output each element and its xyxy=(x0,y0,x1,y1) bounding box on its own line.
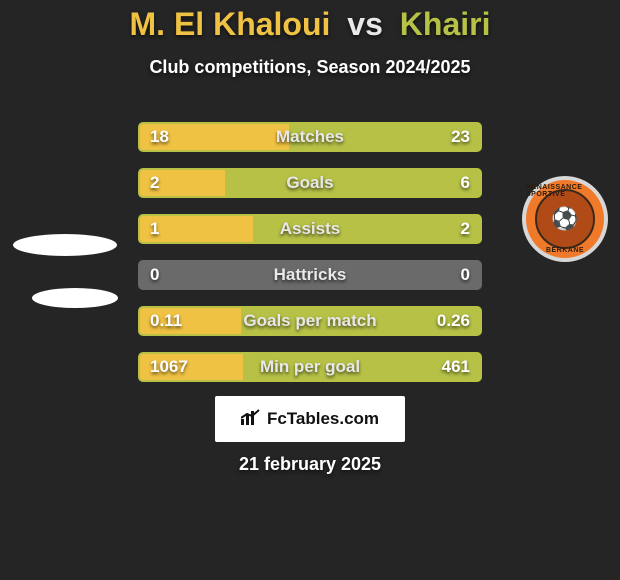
player1-name: M. El Khaloui xyxy=(130,6,331,42)
comparison-card: M. El Khaloui vs Khairi Club competition… xyxy=(0,0,620,580)
player2-name: Khairi xyxy=(400,6,491,42)
stat-label: Assists xyxy=(140,216,480,242)
stat-label: Goals xyxy=(140,170,480,196)
stat-row: 12Assists xyxy=(138,214,482,244)
brand-pill: FcTables.com xyxy=(215,396,405,442)
stat-row: 1067461Min per goal xyxy=(138,352,482,382)
brand-text: FcTables.com xyxy=(267,409,379,429)
title: M. El Khaloui vs Khairi xyxy=(0,0,620,43)
comparison-bars: 1823Matches 26Goals 12Assists 00Hattricks 0.… xyxy=(138,122,482,398)
crest-inner: ⚽ xyxy=(535,189,595,249)
stat-row: 26Goals xyxy=(138,168,482,198)
stat-label: Hattricks xyxy=(140,262,480,288)
crest-text-top: RENAISSANCE SPORTIVE xyxy=(526,184,604,198)
date-label: 21 february 2025 xyxy=(0,454,620,475)
stat-label: Matches xyxy=(140,124,480,150)
stat-row: 00Hattricks xyxy=(138,260,482,290)
subtitle: Club competitions, Season 2024/2025 xyxy=(0,57,620,78)
badge-left-ellipse xyxy=(32,288,118,308)
stat-label: Goals per match xyxy=(140,308,480,334)
stat-label: Min per goal xyxy=(140,354,480,380)
stat-row: 0.110.26Goals per match xyxy=(138,306,482,336)
soccer-ball-icon: ⚽ xyxy=(551,206,578,232)
stat-row: 1823Matches xyxy=(138,122,482,152)
team-badge-left xyxy=(5,108,115,218)
crest-text-bottom: BERKANE xyxy=(546,247,584,254)
badge-left-ellipse xyxy=(13,234,117,256)
team-badge-right: RENAISSANCE SPORTIVE ⚽ BERKANE xyxy=(522,176,608,262)
vs-label: vs xyxy=(339,6,391,42)
brand-icon xyxy=(241,409,261,430)
